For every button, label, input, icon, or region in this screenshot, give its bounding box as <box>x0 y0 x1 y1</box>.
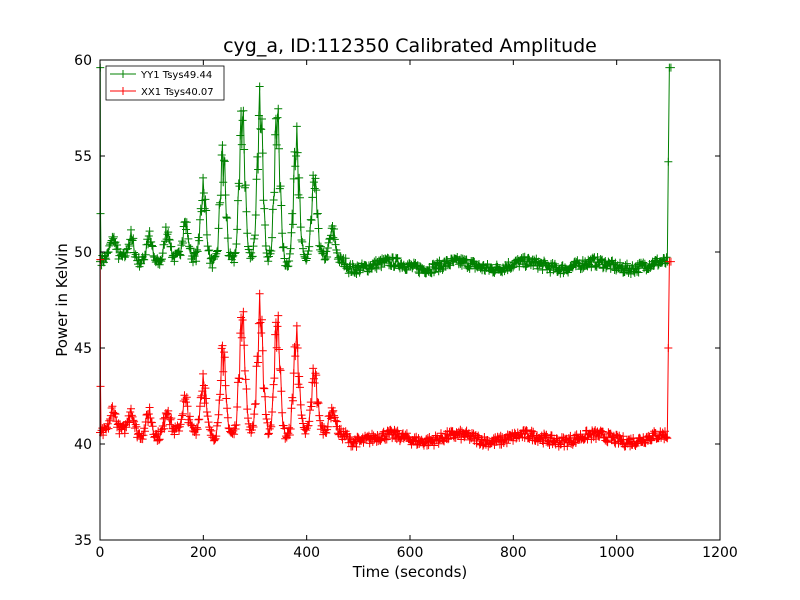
legend-box <box>105 65 225 101</box>
x-tick-label-2: 400 <box>293 545 320 561</box>
x-tick-label-5: 1000 <box>599 545 635 561</box>
y-tick-label-1: 40 <box>74 437 92 453</box>
x-tick-label-1: 200 <box>190 545 217 561</box>
legend-marker-yy1 <box>119 70 127 78</box>
y-tick-label-4: 55 <box>74 149 92 165</box>
y-axis-title: Power in Kelvin <box>53 243 71 357</box>
y-tick-label-3: 50 <box>74 245 92 261</box>
y-tick-label-2: 45 <box>74 341 92 357</box>
x-tick-label-4: 800 <box>500 545 527 561</box>
x-tick-label-0: 0 <box>96 545 105 561</box>
x-tick-label-3: 600 <box>397 545 424 561</box>
legend-label-xx1: XX1 Tsys40.07 <box>141 87 214 98</box>
x-axis-title: Time (seconds) <box>352 563 468 581</box>
ticks-layer: 0 200 400 600 800 1000 1200 35 40 45 50 55 60 <box>74 53 738 561</box>
y-tick-label-5: 60 <box>74 53 92 69</box>
chart-title: cyg_a, ID:112350 Calibrated Amplitude <box>223 35 597 57</box>
legend-marker-xx1 <box>119 87 127 95</box>
plot-area-background <box>100 60 720 540</box>
y-tick-label-0: 35 <box>74 533 92 549</box>
legend-label-yy1: YY1 Tsys49.44 <box>140 70 212 81</box>
legend: YY1 Tsys49.44 XX1 Tsys40.07 <box>105 65 225 101</box>
series-layer <box>96 63 675 451</box>
x-tick-label-6: 1200 <box>702 545 738 561</box>
